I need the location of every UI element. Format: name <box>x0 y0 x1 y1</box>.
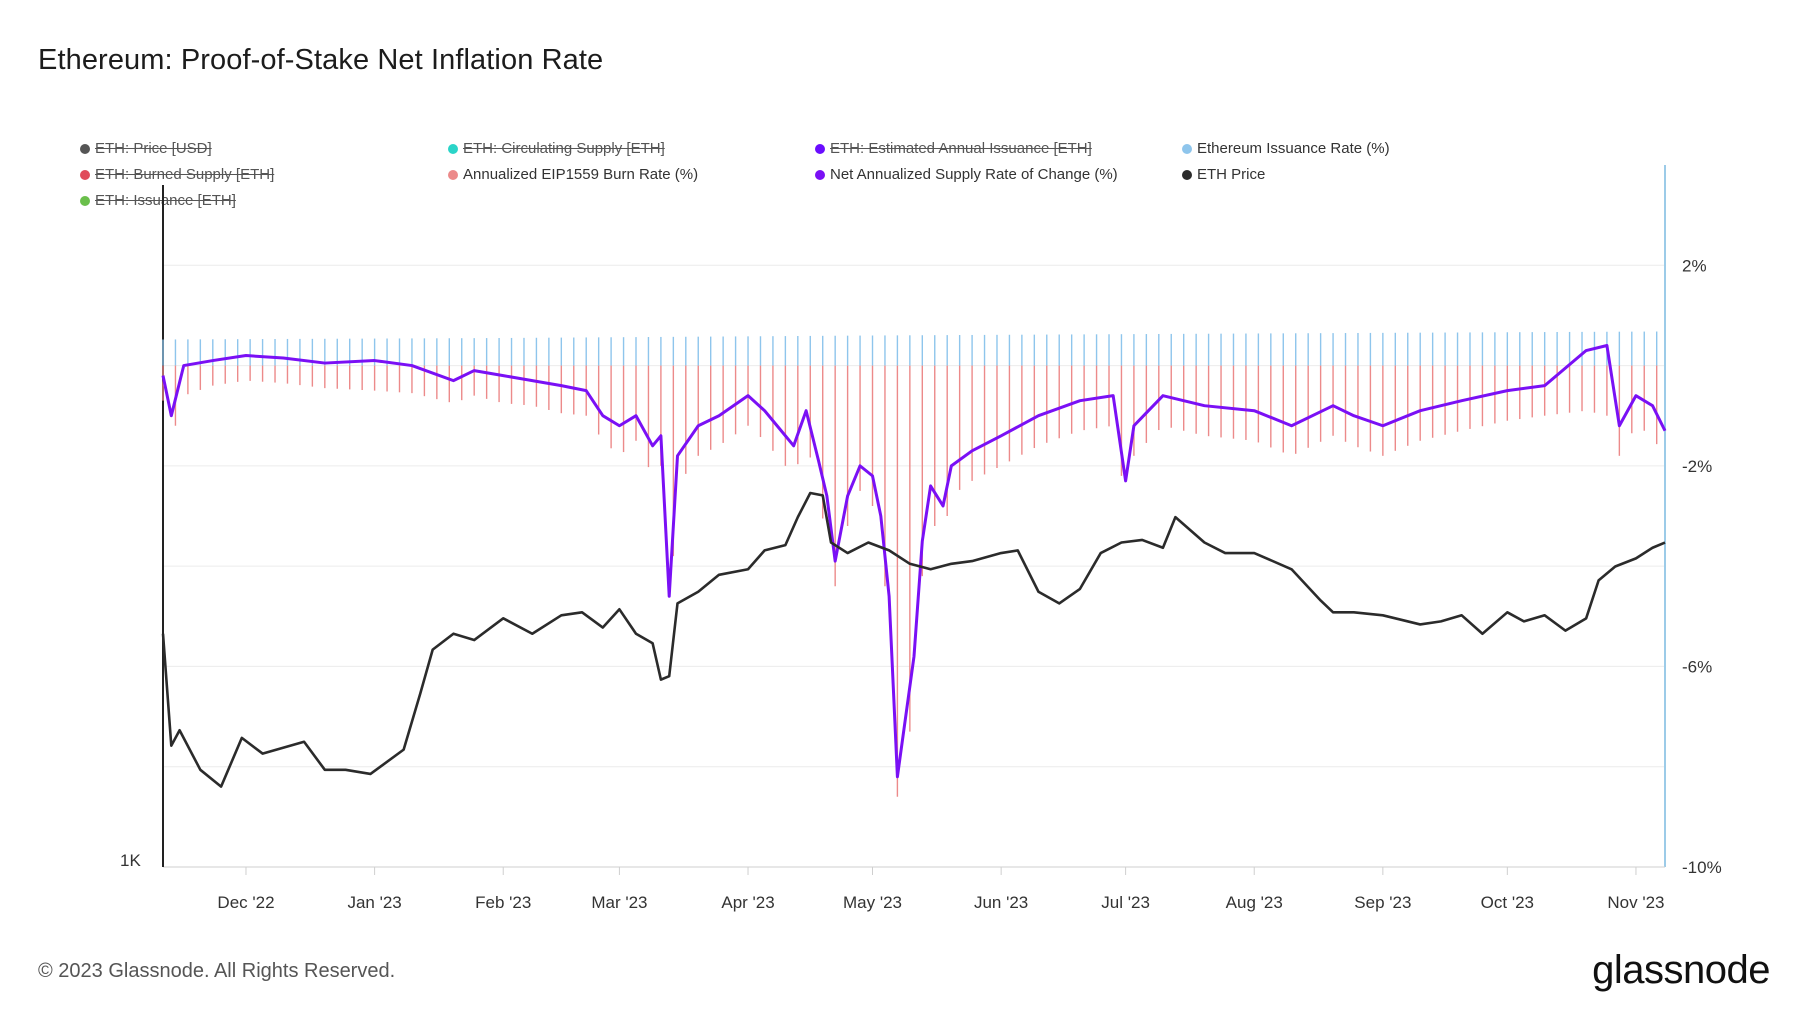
y-right-tick-label: 2% <box>1682 256 1707 275</box>
y-right-tick-label: -2% <box>1682 457 1712 476</box>
glassnode-logo: glassnode <box>1592 948 1770 992</box>
eth-price-line <box>161 491 1666 788</box>
legend-dot-icon <box>815 169 825 180</box>
legend-dot-icon <box>448 143 458 154</box>
legend-label: ETH: Burned Supply [ETH] <box>95 166 275 183</box>
x-tick-label: Apr '23 <box>721 893 774 912</box>
legend-dot-icon <box>815 143 825 154</box>
legend: ETH: Price [USD] ETH: Circulating Supply … <box>80 140 1460 220</box>
x-tick-label: Jan '23 <box>347 893 401 912</box>
legend-dot-icon <box>1182 169 1192 180</box>
legend-label: ETH: Issuance [ETH] <box>95 192 236 209</box>
legend-item[interactable]: ETH: Circulating Supply [ETH] <box>448 140 665 157</box>
legend-item[interactable]: ETH: Price [USD] <box>80 140 212 157</box>
legend-dot-icon <box>80 143 90 154</box>
legend-label: ETH: Estimated Annual Issuance [ETH] <box>830 140 1092 157</box>
x-tick-label: May '23 <box>843 893 902 912</box>
legend-item[interactable]: Net Annualized Supply Rate of Change (%) <box>815 166 1118 183</box>
legend-dot-icon <box>1182 143 1192 154</box>
legend-label: Ethereum Issuance Rate (%) <box>1197 140 1390 157</box>
x-tick-label: Jun '23 <box>974 893 1028 912</box>
x-tick-label: Feb '23 <box>475 893 531 912</box>
y-right-tick-label: -6% <box>1682 657 1712 676</box>
legend-item[interactable]: Annualized EIP1559 Burn Rate (%) <box>448 166 698 183</box>
legend-dot-icon <box>80 169 90 180</box>
legend-item[interactable]: ETH: Burned Supply [ETH] <box>80 166 274 183</box>
legend-dot-icon <box>80 195 90 206</box>
legend-label: Net Annualized Supply Rate of Change (%) <box>830 166 1118 183</box>
y-left-tick-label: 1K <box>120 851 141 870</box>
legend-item[interactable]: ETH: Estimated Annual Issuance [ETH] <box>815 140 1092 157</box>
legend-dot-icon <box>448 169 458 180</box>
net-supply-line <box>161 344 1667 779</box>
x-tick-label: Dec '22 <box>217 893 274 912</box>
legend-label: ETH Price <box>1197 166 1266 183</box>
legend-item[interactable]: Ethereum Issuance Rate (%) <box>1182 140 1390 157</box>
x-tick-label: Mar '23 <box>591 893 647 912</box>
x-tick-label: Jul '23 <box>1101 893 1150 912</box>
x-tick-label: Oct '23 <box>1481 893 1534 912</box>
chart-title: Ethereum: Proof-of-Stake Net Inflation R… <box>38 44 604 76</box>
x-tick-label: Sep '23 <box>1354 893 1411 912</box>
copyright-footer: © 2023 Glassnode. All Rights Reserved. <box>38 960 396 982</box>
x-tick-label: Nov '23 <box>1607 893 1664 912</box>
legend-item[interactable]: ETH Price <box>1182 166 1265 183</box>
legend-label: ETH: Price [USD] <box>95 140 212 157</box>
legend-label: Annualized EIP1559 Burn Rate (%) <box>463 166 699 183</box>
legend-item[interactable]: ETH: Issuance [ETH] <box>80 192 236 209</box>
x-tick-label: Aug '23 <box>1226 893 1283 912</box>
y-right-tick-label: -10% <box>1682 858 1722 877</box>
legend-label: ETH: Circulating Supply [ETH] <box>463 140 665 157</box>
